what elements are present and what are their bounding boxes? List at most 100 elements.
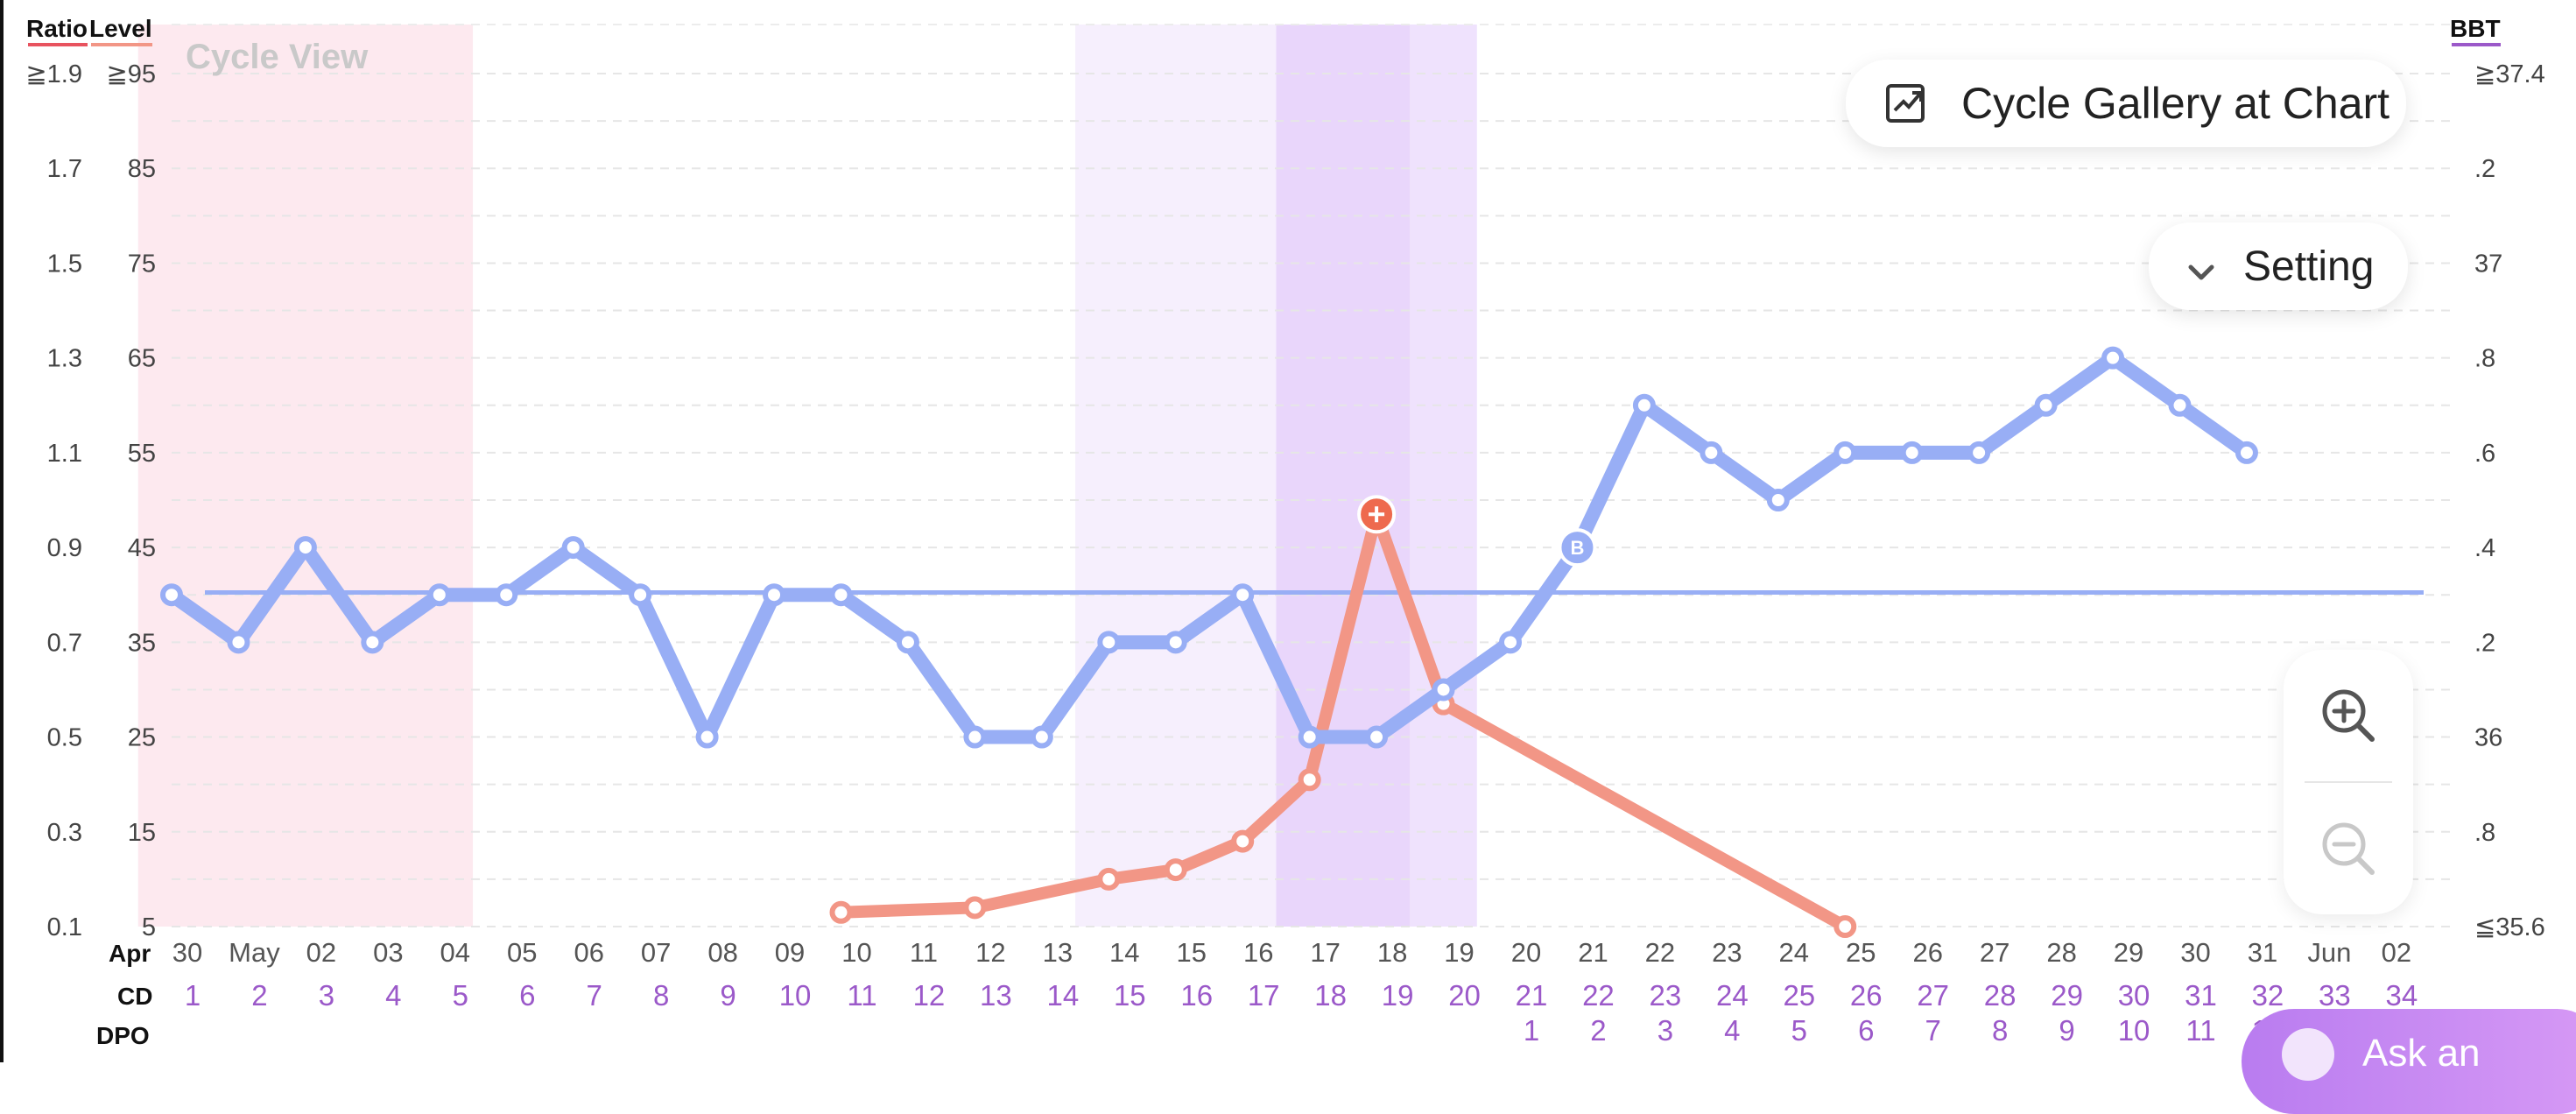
date-label: 12 — [975, 937, 1005, 968]
bbt-tick-label: 36 — [2474, 724, 2502, 752]
bbt-underline — [2452, 43, 2501, 46]
cycle-day-label: 31 — [2185, 979, 2217, 1012]
watermark: Cycle View — [186, 38, 369, 76]
date-label: 19 — [1444, 937, 1474, 968]
bbt-tick-label: .8 — [2474, 345, 2495, 373]
cd-row-title: CD — [117, 983, 152, 1010]
bbt-series: B — [160, 346, 2258, 749]
cycle-day-label: 6 — [519, 979, 535, 1012]
bbt-point — [361, 631, 384, 654]
level-point — [829, 900, 853, 924]
dpo-label: 6 — [1858, 1014, 1874, 1047]
ratio-axis-ticks: ≧1.9 1.7 1.5 1.3 1.1 0.9 0.7 0.5 0.3 0.1 — [25, 60, 82, 941]
cycle-gallery-button[interactable]: Cycle Gallery at Chart — [1846, 60, 2406, 147]
level-axis-ticks: ≧95 85 75 65 55 45 35 25 15 5 — [106, 60, 156, 941]
date-label: 25 — [1846, 937, 1876, 968]
level-tick-label: 65 — [128, 345, 156, 373]
bbt-tick-label: .8 — [2474, 819, 2495, 847]
bbt-point — [427, 583, 451, 607]
date-label: 02 — [2382, 937, 2411, 968]
cycle-day-label: 19 — [1382, 979, 1414, 1012]
level-point — [1833, 915, 1857, 938]
cycle-day-label: 23 — [1650, 979, 1682, 1012]
date-label: 05 — [507, 937, 537, 968]
cycle-chart: Cycle View Ratio Level BBT ≧1.9 1.7 1.5 1.3… — [25, 15, 2545, 1049]
bbt-point — [1700, 441, 1723, 464]
fertile-band — [1075, 25, 1277, 927]
zoom-in-button[interactable] — [2284, 650, 2413, 781]
cycle-day-label: 26 — [1850, 979, 1883, 1012]
cd-row: 1 2 3 4 5 6 7 8 9 10 11 12 13 14 15 16 17 18 19 20 21 22 23 24 2… — [185, 979, 2418, 1012]
cycle-day-label: 28 — [1984, 979, 2016, 1012]
zoom-divider — [2305, 781, 2392, 783]
cycle-day-label: 8 — [653, 979, 669, 1012]
level-tick-label: 55 — [128, 440, 156, 468]
cycle-day-label: 7 — [587, 979, 602, 1012]
cycle-day-label: 25 — [1783, 979, 1815, 1012]
bbt-axis-ticks: ≧37.4 .2 37 .8 .6 .4 .2 36 .8 ≦35.6 — [2474, 60, 2545, 941]
ratio-tick-label: 0.1 — [47, 913, 82, 941]
cycle-day-label: 14 — [1046, 979, 1079, 1012]
fertile-band — [1410, 25, 1477, 927]
bbt-point — [1766, 489, 1790, 511]
ratio-tick-label: 1.3 — [47, 345, 82, 373]
date-label: 09 — [775, 937, 805, 968]
ratio-axis-title: Ratio — [26, 15, 88, 42]
cycle-day-label: 13 — [980, 979, 1012, 1012]
cycle-day-label: 22 — [1582, 979, 1615, 1012]
cycle-day-label: 15 — [1114, 979, 1146, 1012]
bbt-point — [1432, 678, 1455, 702]
setting-button[interactable]: Setting — [2149, 222, 2408, 310]
level-tick-label: 5 — [142, 913, 156, 941]
date-label: 06 — [574, 937, 603, 968]
dpo-label: 4 — [1724, 1014, 1740, 1047]
level-point — [1164, 858, 1187, 882]
phase-bands — [137, 25, 1477, 927]
dpo-label: 11 — [2185, 1014, 2215, 1047]
ratio-tick-label: ≧1.9 — [25, 60, 82, 88]
date-label: 31 — [2248, 937, 2277, 968]
dpo-label: 10 — [2118, 1014, 2150, 1047]
level-point — [1298, 768, 1321, 792]
ask-button[interactable]: Ask an — [2242, 1009, 2576, 1114]
bbt-point — [1967, 441, 1991, 464]
dpo-label: 7 — [1925, 1014, 1941, 1047]
date-label: 03 — [373, 937, 403, 968]
date-label: 22 — [1645, 937, 1675, 968]
date-label: 30 — [172, 937, 202, 968]
dpo-label: 2 — [1590, 1014, 1606, 1047]
bbt-point — [2235, 441, 2258, 464]
bbt-point — [1030, 725, 1053, 749]
level-axis-title: Level — [89, 15, 152, 42]
date-label: 10 — [841, 937, 871, 968]
level-tick-label: 75 — [128, 250, 156, 278]
cycle-day-label: 24 — [1716, 979, 1749, 1012]
ratio-tick-label: 1.7 — [47, 155, 82, 183]
cycle-day-label: 3 — [319, 979, 334, 1012]
level-series — [829, 495, 1857, 938]
cycle-day-label: 34 — [2385, 979, 2418, 1012]
bbt-point — [1833, 441, 1857, 464]
date-label: 26 — [1912, 937, 1942, 968]
peak-fertile-band — [1276, 25, 1411, 927]
bbt-point — [829, 583, 853, 607]
cycle-day-label: 20 — [1448, 979, 1481, 1012]
date-row-title: Apr — [109, 940, 151, 967]
bbt-point — [1632, 393, 1656, 417]
zoom-out-button[interactable] — [2284, 783, 2413, 914]
cycle-day-label: 4 — [385, 979, 401, 1012]
level-tick-label: 85 — [128, 155, 156, 183]
date-label: 16 — [1243, 937, 1273, 968]
chart-gallery-icon — [1884, 81, 1930, 126]
ask-label: Ask an — [2362, 1032, 2481, 1075]
cycle-day-label: 10 — [779, 979, 812, 1012]
level-point — [1231, 829, 1255, 853]
level-tick-label: ≧95 — [106, 60, 156, 88]
cycle-day-label: 17 — [1248, 979, 1280, 1012]
bbt-marker-label: B — [1571, 537, 1585, 559]
dpo-label: 5 — [1791, 1014, 1807, 1047]
bbt-point — [1365, 725, 1389, 749]
cycle-day-label: 21 — [1516, 979, 1548, 1012]
date-label: 08 — [707, 937, 737, 968]
zoom-out-icon — [2322, 822, 2375, 875]
